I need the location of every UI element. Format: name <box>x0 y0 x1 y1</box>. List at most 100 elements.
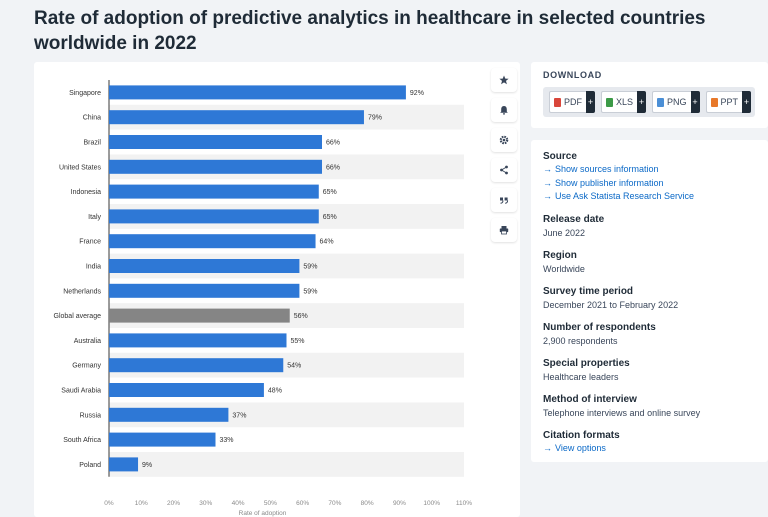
bar <box>109 432 216 447</box>
data-label: 66% <box>326 164 340 171</box>
plus-icon: + <box>742 91 752 113</box>
x-tick-label: 100% <box>423 500 440 507</box>
plus-icon: + <box>690 91 700 113</box>
info-panel: Source → Show sources information → Show p… <box>531 140 768 462</box>
category-label: France <box>79 239 101 246</box>
x-tick-label: 40% <box>232 500 245 507</box>
cite-button[interactable] <box>491 188 517 212</box>
xls-file-icon <box>606 97 613 107</box>
data-label: 64% <box>320 239 334 246</box>
region-label: Region <box>543 249 577 261</box>
arrow-right-icon: → <box>543 191 552 201</box>
share-button[interactable] <box>491 158 517 182</box>
bar <box>109 407 229 422</box>
x-tick-label: 60% <box>296 500 309 507</box>
download-pdf-button[interactable]: PDF + <box>549 91 595 113</box>
x-tick-label: 110% <box>456 500 472 507</box>
download-ppt-button[interactable]: PPT + <box>705 91 752 113</box>
category-label: Saudi Arabia <box>61 388 101 395</box>
category-label: Poland <box>79 462 101 469</box>
data-label: 55% <box>291 338 305 345</box>
data-label: 9% <box>142 462 152 469</box>
data-label: 59% <box>303 288 317 295</box>
category-label: Italy <box>88 214 101 221</box>
view-options-link[interactable]: → View options <box>543 442 756 456</box>
download-xls-label: XLS <box>616 97 634 107</box>
ppt-file-icon <box>710 97 718 107</box>
x-tick-label: 10% <box>135 500 148 507</box>
png-file-icon <box>657 97 665 107</box>
bar <box>109 234 316 249</box>
notification-button[interactable] <box>491 98 517 122</box>
category-label: Russia <box>80 412 102 419</box>
release-date-value: June 2022 <box>543 227 586 238</box>
category-label: India <box>86 264 101 271</box>
bar-chart: Singapore 92% China 79% Brazil 66% United Stat… <box>54 80 472 517</box>
release-date-label: Release date <box>543 213 605 225</box>
data-label: 48% <box>268 388 282 395</box>
data-label: 66% <box>326 140 340 147</box>
interview-method-value: Telephone interviews and online survey <box>543 407 701 418</box>
page-title: Rate of adoption of predictive analytics… <box>34 8 706 54</box>
bar <box>109 184 319 199</box>
survey-period-label: Survey time period <box>543 285 634 297</box>
data-label: 92% <box>410 90 424 97</box>
data-label: 54% <box>287 363 301 370</box>
download-title: DOWNLOAD <box>543 70 602 80</box>
plus-icon: + <box>586 91 595 113</box>
bar <box>109 308 290 323</box>
download-ppt-label: PPT <box>720 97 739 107</box>
quote-icon <box>500 197 509 204</box>
arrow-right-icon: → <box>543 442 552 453</box>
show-sources-link[interactable]: → Show sources information <box>543 163 756 177</box>
citation-formats-label: Citation formats <box>543 429 620 441</box>
bar <box>109 457 139 472</box>
favorite-button[interactable] <box>491 68 517 92</box>
research-service-link[interactable]: → Use Ask Statista Research Service <box>543 190 756 204</box>
x-tick-label: 90% <box>393 500 406 507</box>
data-label: 33% <box>220 437 234 444</box>
category-label: Indonesia <box>71 189 101 196</box>
x-tick-label: 0% <box>104 500 114 507</box>
category-label: Singapore <box>69 90 101 97</box>
share-icon <box>500 165 508 175</box>
interview-method-label: Method of interview <box>543 393 637 405</box>
arrow-right-icon: → <box>543 164 552 174</box>
data-label: 56% <box>294 313 308 320</box>
download-pdf-label: PDF <box>564 97 582 107</box>
respondents-value: 2,900 respondents <box>543 335 618 346</box>
x-tick-label: 30% <box>199 500 212 507</box>
settings-button[interactable] <box>491 128 517 152</box>
special-properties-value: Healthcare leaders <box>543 371 619 382</box>
download-xls-button[interactable]: XLS + <box>601 91 647 113</box>
show-publisher-link[interactable]: → Show publisher information <box>543 177 756 191</box>
data-label: 79% <box>368 115 382 122</box>
download-panel: DOWNLOAD PDF + XLS + PNG + PPT + <box>531 62 768 128</box>
bar <box>109 209 319 224</box>
download-buttons: PDF + XLS + PNG + PPT + <box>543 87 755 117</box>
x-tick-label: 50% <box>264 500 277 507</box>
data-label: 37% <box>232 412 246 419</box>
x-axis-title: Rate of adoption <box>239 510 287 517</box>
special-properties-label: Special properties <box>543 357 630 369</box>
chart-toolbar <box>491 68 517 248</box>
category-label: Australia <box>74 338 101 345</box>
star-icon <box>499 75 509 85</box>
category-label: Germany <box>72 363 101 370</box>
region-value: Worldwide <box>543 263 585 274</box>
bar <box>109 259 300 273</box>
category-label: South Africa <box>63 437 101 444</box>
download-png-button[interactable]: PNG + <box>652 91 700 113</box>
pdf-file-icon <box>554 97 561 107</box>
survey-period-value: December 2021 to February 2022 <box>543 299 679 310</box>
print-button[interactable] <box>491 218 517 242</box>
x-tick-label: 20% <box>167 500 180 507</box>
data-label: 65% <box>323 214 337 221</box>
gear-icon <box>499 135 509 145</box>
respondents-label: Number of respondents <box>543 321 656 333</box>
bar <box>109 358 284 373</box>
data-label: 59% <box>303 264 317 271</box>
bar <box>109 110 364 125</box>
category-label: China <box>83 115 101 122</box>
bell-icon <box>500 106 508 115</box>
